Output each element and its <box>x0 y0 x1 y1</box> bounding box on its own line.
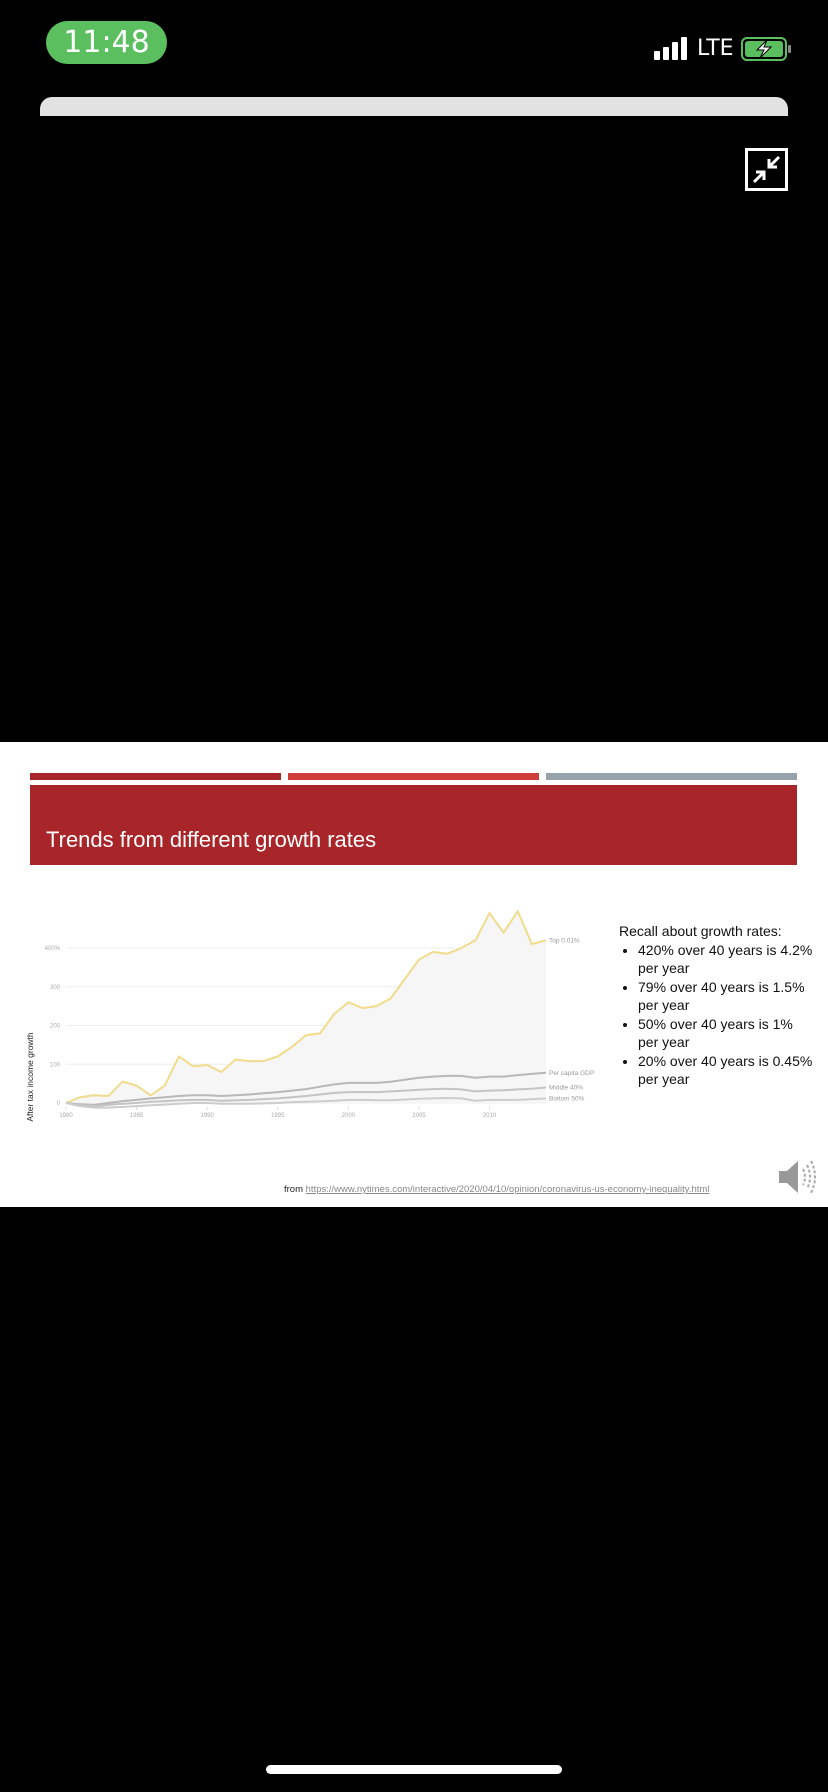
series-line <box>65 1086 547 1108</box>
battery-icon <box>741 37 791 61</box>
y-tick-label: 200 <box>50 1024 61 1030</box>
sheet-top <box>40 97 788 116</box>
x-tick-label: 2000 <box>342 1113 356 1119</box>
series-label: Top 0.01% <box>549 937 580 944</box>
series-label: Per capita GDP <box>549 1070 594 1077</box>
series-label: Middle 40% <box>549 1085 583 1092</box>
audio-icon[interactable] <box>776 1157 818 1197</box>
accent-bar <box>30 773 281 780</box>
bullet: 79% over 40 years is 1.5% per year <box>638 978 814 1015</box>
y-tick-label: 300 <box>50 985 61 991</box>
series-label: Bottom 50% <box>549 1095 585 1102</box>
signal-icon <box>654 37 687 60</box>
source-link[interactable]: https://www.nytimes.com/interactive/2020… <box>305 1184 710 1195</box>
source-prefix: from <box>284 1184 303 1195</box>
accent-bar <box>288 773 539 780</box>
chart: 0 100 200 300 400% 1980 1985 1990 1995 2000 2005 20… <box>25 909 594 1122</box>
x-tick-label: 1995 <box>271 1113 285 1119</box>
network-label: LTE <box>697 36 734 61</box>
source: from https://www.nytimes.com/interactive… <box>284 1184 709 1195</box>
area <box>66 911 546 1103</box>
y-tick-label: 100 <box>50 1062 61 1068</box>
x-tick-label: 2005 <box>412 1113 426 1119</box>
bullet: 420% over 40 years is 4.2% per year <box>638 941 814 978</box>
x-tick-label: 1990 <box>200 1113 214 1119</box>
bullet-list: 420% over 40 years is 4.2% per year79% o… <box>619 941 814 1089</box>
series-line <box>65 909 547 1104</box>
accent-bar <box>546 773 797 780</box>
y-axis-label: After tax income growth <box>25 1032 35 1122</box>
x-tick-label: 1980 <box>59 1113 73 1119</box>
notes-heading: Recall about growth rates: <box>619 923 782 939</box>
home-indicator <box>266 1765 562 1774</box>
series-line <box>65 1071 547 1106</box>
y-tick-label: 400% <box>45 946 61 952</box>
series-line <box>65 1096 547 1109</box>
x-tick-label: 1985 <box>130 1113 144 1119</box>
slide: Trends from different growth rates 0 100 2… <box>0 742 828 1207</box>
slide-title: Trends from different growth rates <box>46 827 377 852</box>
title-box: Trends from different growth rates <box>30 785 797 865</box>
status-time: 11:48 <box>46 21 167 64</box>
minimize-button[interactable] <box>745 148 788 191</box>
x-tick-label: 2010 <box>483 1113 497 1119</box>
bullet: 20% over 40 years is 0.45% per year <box>638 1052 814 1089</box>
y-tick-label: 0 <box>57 1101 61 1107</box>
bullet: 50% over 40 years is 1% per year <box>638 1015 814 1052</box>
notes: Recall about growth rates: 420% over 40 … <box>619 922 814 1089</box>
